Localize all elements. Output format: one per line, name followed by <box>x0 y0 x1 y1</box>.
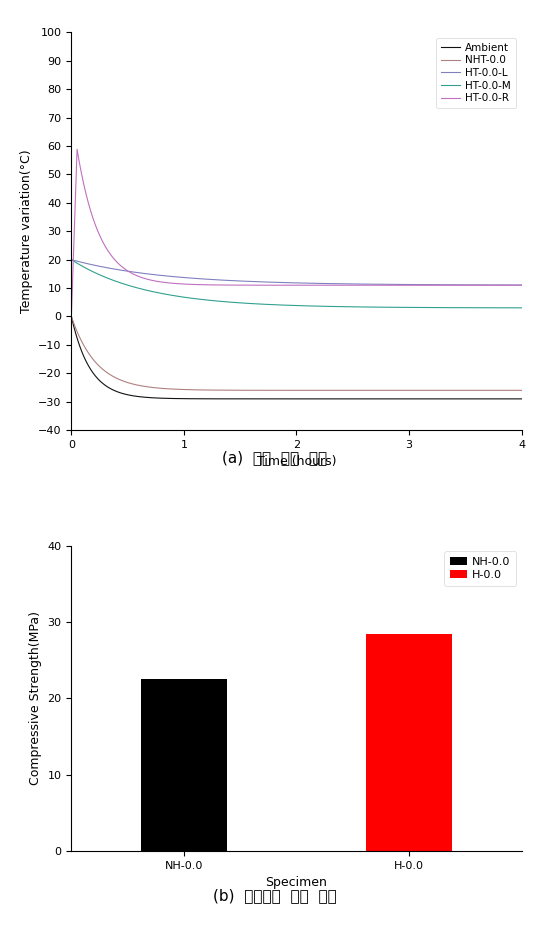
HT-0.0-R <box>461 279 468 290</box>
HT-0.0-M <box>146 285 153 296</box>
NHT-0.0 <box>240 385 247 396</box>
Bar <box>366 634 452 851</box>
Legend: Ambient, NHT-0.0, HT-0.0-L, HT-0.0-M, HT-0.0-R: Ambient, NHT-0.0, HT-0.0-L, HT-0.0-M, HT… <box>436 38 517 108</box>
HT-0.0-M <box>120 278 126 290</box>
HT-0.0-L <box>240 276 247 287</box>
HT-0.0-R <box>120 262 126 273</box>
HT-0.0-L <box>120 265 126 276</box>
Line: HT-0.0-M: HT-0.0-M <box>71 260 522 308</box>
Line: HT-0.0-L: HT-0.0-L <box>71 260 522 285</box>
Ambient <box>146 392 153 403</box>
Ambient <box>260 393 267 404</box>
NHT-0.0 <box>146 381 153 392</box>
HT-0.0-R <box>146 274 153 285</box>
HT-0.0-L <box>68 254 75 265</box>
NHT-0.0 <box>120 376 126 387</box>
HT-0.0-L <box>518 279 525 290</box>
Line: HT-0.0-R: HT-0.0-R <box>71 149 522 316</box>
HT-0.0-R <box>260 279 267 290</box>
HT-0.0-M <box>518 302 525 314</box>
HT-0.0-M <box>509 302 516 314</box>
Legend: NH-0.0, H-0.0: NH-0.0, H-0.0 <box>444 551 516 586</box>
Ambient <box>120 388 126 399</box>
NHT-0.0 <box>68 311 75 322</box>
NHT-0.0 <box>518 385 525 396</box>
HT-0.0-M <box>68 254 75 265</box>
HT-0.0-R <box>74 143 80 154</box>
Ambient <box>509 393 516 404</box>
HT-0.0-L <box>461 279 468 290</box>
X-axis label: Specimen: Specimen <box>266 876 327 889</box>
HT-0.0-M <box>260 299 267 310</box>
NHT-0.0 <box>461 385 468 396</box>
Ambient <box>240 393 247 404</box>
HT-0.0-L <box>260 277 267 288</box>
HT-0.0-R <box>68 311 75 322</box>
Ambient <box>461 393 468 404</box>
Ambient <box>68 311 75 322</box>
Line: Ambient: Ambient <box>71 316 522 399</box>
Y-axis label: Temperature variation(°C): Temperature variation(°C) <box>20 150 32 313</box>
HT-0.0-M <box>461 302 468 314</box>
HT-0.0-R <box>509 279 516 290</box>
Bar <box>141 679 227 851</box>
HT-0.0-L <box>509 279 516 290</box>
HT-0.0-R <box>518 279 525 290</box>
Line: NHT-0.0: NHT-0.0 <box>71 316 522 390</box>
HT-0.0-M <box>240 298 247 309</box>
Text: (a)  발열  실험  결과: (a) 발열 실험 결과 <box>222 450 327 465</box>
Y-axis label: Compressive Strength(MPa): Compressive Strength(MPa) <box>29 611 42 785</box>
HT-0.0-L <box>146 268 153 279</box>
NHT-0.0 <box>509 385 516 396</box>
Ambient <box>518 393 525 404</box>
Text: (b)  압축강도  실험  결과: (b) 압축강도 실험 결과 <box>212 888 337 903</box>
X-axis label: Time (hours): Time (hours) <box>257 455 336 468</box>
NHT-0.0 <box>260 385 267 396</box>
HT-0.0-R <box>241 279 248 290</box>
